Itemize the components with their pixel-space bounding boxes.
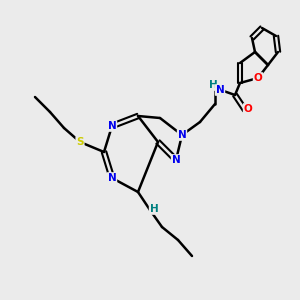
Text: N: N	[178, 130, 186, 140]
Text: O: O	[244, 104, 252, 114]
Text: N: N	[108, 121, 116, 131]
Text: O: O	[254, 73, 262, 83]
Text: N: N	[172, 155, 180, 165]
Text: N: N	[216, 85, 224, 95]
Text: H: H	[208, 80, 217, 90]
Text: H: H	[150, 204, 158, 214]
Text: N: N	[108, 173, 116, 183]
Text: S: S	[76, 137, 84, 147]
